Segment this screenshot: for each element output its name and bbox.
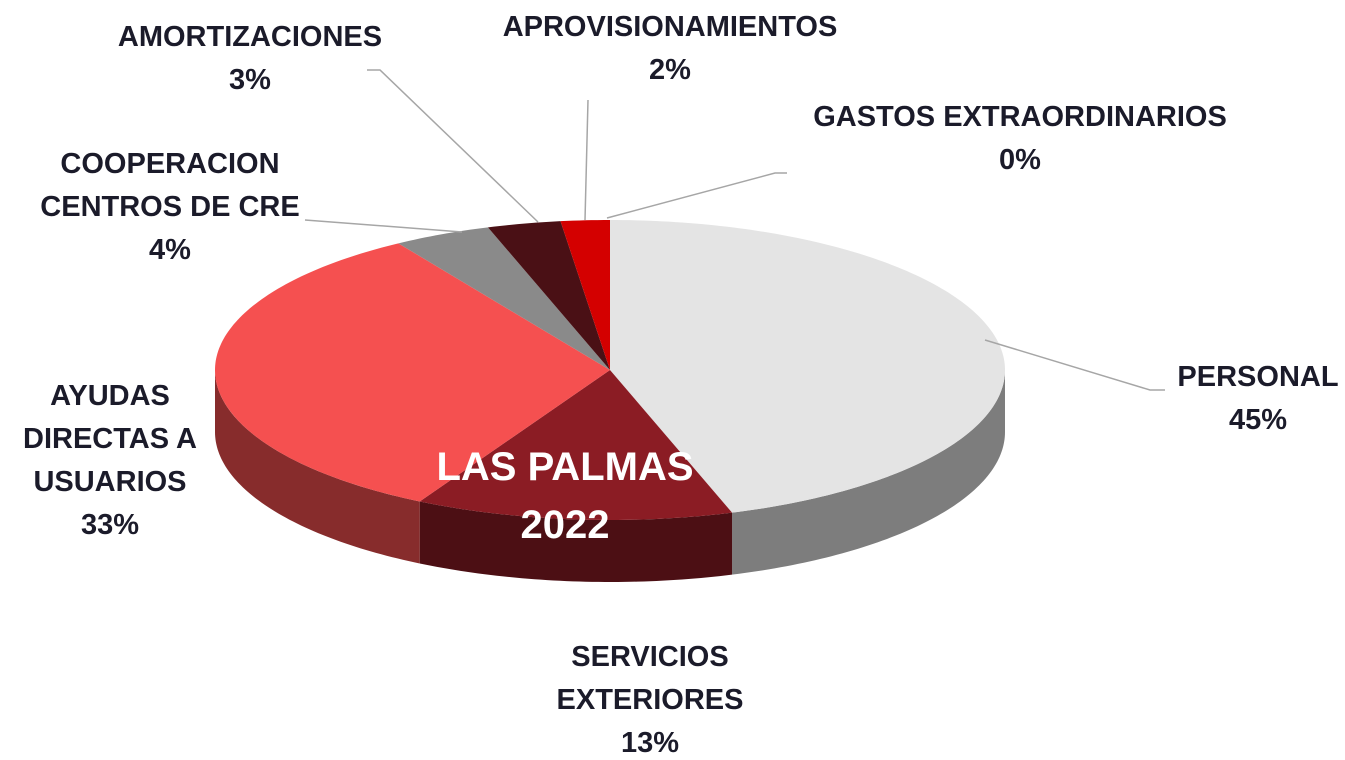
chart-title: LAS PALMAS 2022: [436, 445, 694, 547]
value-label: 3%: [229, 64, 271, 96]
slice-label: GASTOS EXTRAORDINARIOS 0%: [813, 96, 1227, 182]
pie-slice: [560, 220, 610, 370]
value-label: 45%: [1228, 404, 1288, 436]
leader-line: [606, 172, 787, 219]
value-label: 4%: [149, 234, 191, 266]
slice-label: AMORTIZACIONES 3%: [118, 16, 382, 102]
pie-sides: [215, 370, 1005, 582]
value-label: 2%: [649, 54, 691, 86]
pie-slice: [215, 243, 611, 502]
pie-slice: [398, 227, 610, 370]
value-label: 0%: [999, 144, 1041, 176]
pie-slice-side: [215, 370, 420, 564]
pie-slice-side: [419, 501, 733, 582]
pie-slice: [610, 220, 1005, 513]
leader-line: [984, 339, 1165, 391]
slice-label: COOPERACION CENTROS DE CRE 4%: [25, 143, 315, 272]
pie-slice: [419, 370, 733, 520]
pie-slice-side: [732, 370, 1005, 575]
leader-line: [367, 69, 539, 223]
pie-tops: [215, 220, 1005, 520]
category-label: GASTOS EXTRAORDINARIOS: [813, 101, 1227, 133]
leader-line: [304, 219, 463, 233]
pie-slice: [487, 221, 610, 370]
category-label: COOPERACION CENTROS DE CRE: [40, 148, 300, 223]
value-label: 13%: [620, 727, 680, 759]
value-label: 33%: [80, 509, 140, 541]
category-label: APROVISIONAMIENTOS: [502, 11, 838, 43]
category-label: PERSONAL: [1177, 361, 1339, 393]
slice-label: SERVICIOS EXTERIORES 13%: [540, 636, 760, 760]
category-label: SERVICIOS EXTERIORES: [556, 641, 744, 716]
category-label: AYUDAS DIRECTAS A USUARIOS: [23, 380, 197, 498]
leader-line: [584, 99, 589, 221]
slice-label: AYUDAS DIRECTAS A USUARIOS 33%: [5, 375, 215, 547]
slice-label: APROVISIONAMIENTOS 2%: [503, 6, 838, 92]
slice-label: PERSONAL 45%: [1177, 356, 1338, 442]
category-label: AMORTIZACIONES: [117, 21, 383, 53]
